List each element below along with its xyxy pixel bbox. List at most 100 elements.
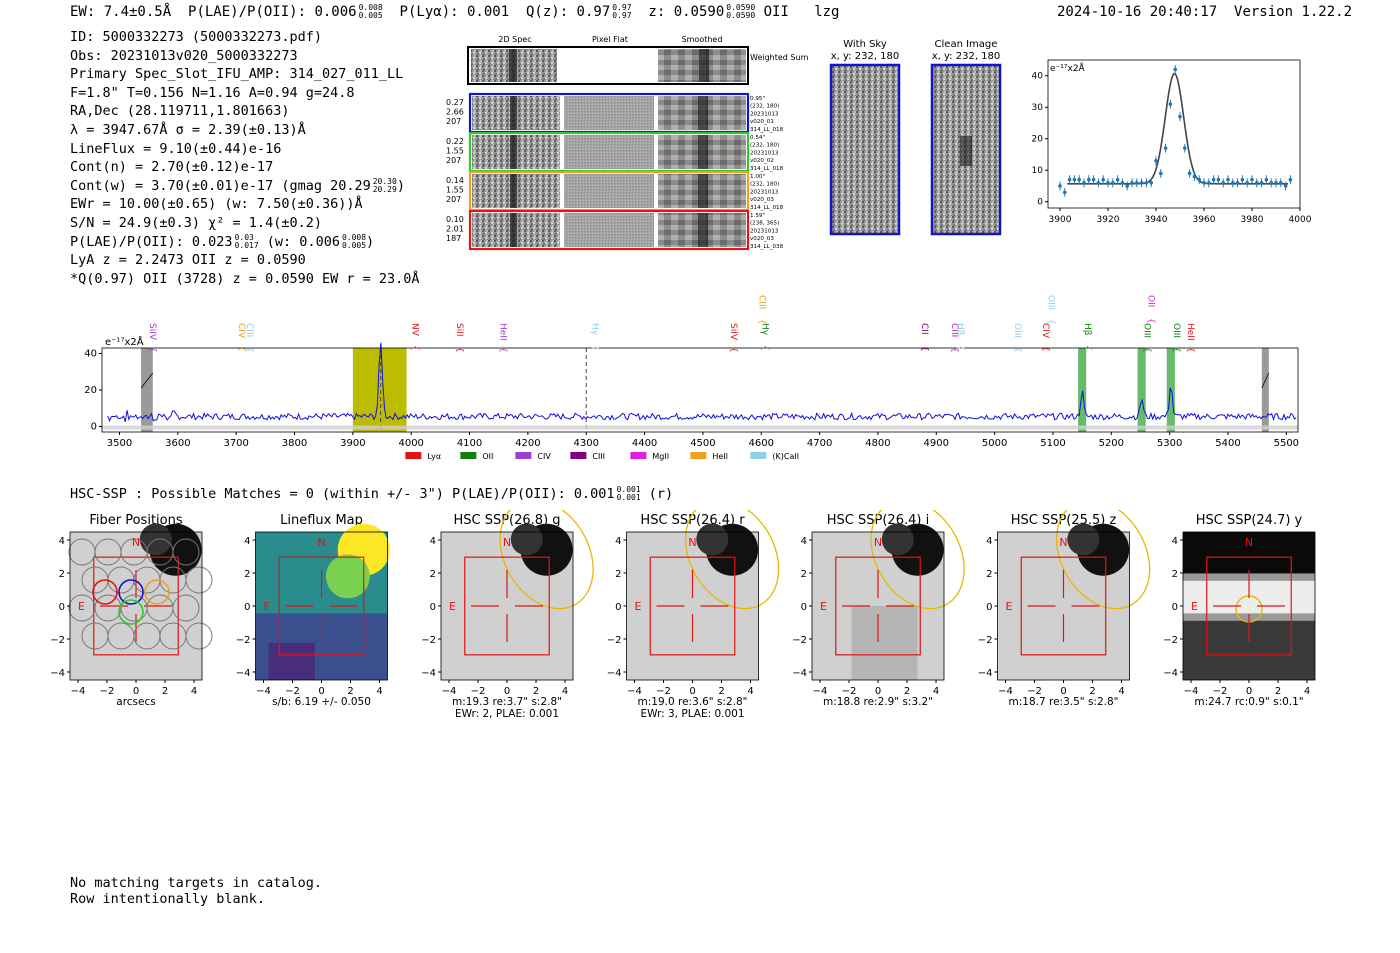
cutout-xtick-label: 0	[504, 686, 510, 697]
sky-clean-panel: With Sky x, y: 232, 180 Clean Image x, y…	[829, 39, 1002, 236]
info-lineflux: LineFlux = 9.10(±0.44)e-16	[70, 140, 282, 157]
east-label: E	[1006, 600, 1013, 613]
info-lya: LyA z = 2.2473 OII z = 0.0590	[70, 252, 306, 269]
spectrum-line-bracket: {	[760, 345, 770, 351]
fit-point	[1255, 181, 1259, 185]
cutout-xtick-label: −2	[100, 686, 115, 697]
spec-row-flat	[564, 174, 654, 208]
spec-row-flat	[564, 213, 654, 247]
spec-row-smooth-line	[698, 213, 708, 247]
fit-xtick-label: 3920	[1097, 215, 1120, 225]
fit-unit-label: e⁻¹⁷x2Å	[1050, 62, 1086, 74]
col-header-pixelflat: Pixel Flat	[592, 35, 628, 44]
legend-swatch	[690, 452, 707, 459]
fit-point	[1087, 177, 1091, 182]
cutout-xtick-label: −4	[627, 686, 642, 697]
cutout-ytick-label: 4	[430, 536, 436, 547]
cutout-ytick-label: 4	[615, 536, 621, 547]
fit-point	[1178, 114, 1182, 119]
clean-image-label: Clean Image	[935, 39, 998, 50]
fit-point	[1154, 158, 1158, 163]
east-label: E	[264, 600, 271, 613]
spectrum-line-bracket: {	[454, 347, 464, 353]
aperture-box	[1020, 556, 1107, 656]
fit-point	[1072, 177, 1077, 182]
fit-point	[1149, 181, 1153, 185]
cutout-xtick-label: 2	[1275, 686, 1281, 697]
spectrum-line-bracket: {	[498, 347, 508, 353]
fit-point	[1111, 181, 1115, 185]
spectrum-line-label: OIII	[1171, 323, 1181, 338]
legend-swatch	[515, 452, 532, 459]
line-fit-plot: e⁻¹⁷x2Å 3900 3920 3940 3960 3980 4000 0 10 20 30 40	[1032, 59, 1312, 225]
spectrum-line-label: Hγ	[760, 323, 770, 336]
spectrum-xtick-label: 4000	[398, 438, 423, 449]
spectrum-xtick-label: 4600	[749, 438, 774, 449]
cutout-ytick-label: 0	[986, 602, 992, 613]
weighted-sum-smooth-core	[699, 49, 709, 82]
fit-point	[1187, 171, 1192, 176]
spectrum-xtick-label: 5400	[1215, 438, 1240, 449]
legend-label: MgII	[652, 452, 669, 461]
cutout-xtick-label: 4	[191, 686, 197, 697]
spectrum-xtick-label: 4500	[690, 438, 715, 449]
spectrum-line-label: CIV	[1040, 323, 1050, 339]
spec-row-meta: 314_LL_018	[750, 205, 784, 211]
fit-model-curve	[1067, 72, 1288, 185]
spec-row-line	[510, 135, 517, 169]
plae-header-hi: 0.008	[358, 3, 383, 12]
fit-point	[1207, 181, 1211, 185]
info-plae-hi: 0.03	[234, 232, 254, 242]
aperture-box	[835, 556, 921, 656]
spec-row-stat: 0.22	[446, 137, 464, 146]
fit-point	[1159, 171, 1163, 176]
fiber-circle	[172, 594, 200, 622]
spectrum-line-bracket: {	[1185, 347, 1195, 353]
spectrum-line-bracket: {	[244, 347, 254, 353]
fit-point	[1274, 181, 1278, 185]
spec-row-meta: (232, 180)	[750, 104, 779, 110]
spec-row-meta: 20231013	[750, 150, 779, 156]
cutout-caption: m:18.7 re:3.5" s:2.8"	[1009, 696, 1119, 708]
spec-row-meta: 20231013	[750, 189, 779, 195]
fit-point	[1192, 174, 1197, 179]
cutout-ytick-label: 2	[986, 569, 992, 580]
fit-point	[1240, 177, 1245, 182]
spectrum-line-label: HeII	[1185, 323, 1195, 341]
fiber-highlight	[144, 579, 170, 605]
spec-row-smooth-line	[698, 96, 708, 130]
cutout-caption: s/b: 6.19 +/- 0.050	[272, 696, 371, 708]
fit-point	[1135, 181, 1139, 185]
summary-header: EW: 7.4±0.5Å P(LAE)/P(OII): 0.006 0.008 0.…	[70, 3, 840, 21]
fit-point	[1063, 190, 1067, 195]
cutout-xtick-label: 2	[162, 686, 168, 697]
east-label: E	[1191, 600, 1198, 613]
lineflux-high	[325, 554, 370, 599]
hsc-summary-band: (r)	[648, 486, 674, 502]
spectrum-line-label: Hβ	[955, 323, 965, 336]
cutout-xtick-label: −2	[656, 686, 671, 697]
cutout-xtick-label: −2	[1027, 686, 1042, 697]
with-sky-xy: x, y: 232, 180	[831, 51, 900, 62]
legend-swatch	[460, 452, 477, 459]
cutout-caption: m:19.3 re:3.7" s:2.8"	[452, 696, 562, 708]
version: Version 1.22.2	[1234, 4, 1353, 20]
spectrum-line-label: CIII	[757, 295, 767, 309]
spec-row-stat: 1.55	[446, 147, 464, 156]
spectrum-ytick-label: 0	[91, 422, 97, 433]
spectrum-xtick-label: 3500	[107, 438, 132, 449]
cutout-xtick-label: 4	[562, 686, 568, 697]
info-sn: S/N = 24.9(±0.3) χ² = 1.4(±0.2)	[70, 214, 322, 231]
cutout-ytick-label: 0	[1172, 602, 1178, 613]
fit-xtick-label: 3960	[1193, 215, 1216, 225]
cutout-ytick-label: −2	[1163, 635, 1178, 646]
weighted-sum-core	[509, 49, 517, 82]
fit-point	[1120, 181, 1125, 185]
spectrum-xtick-label: 4900	[924, 438, 949, 449]
cutout-ytick-label: 2	[244, 569, 250, 580]
fit-point	[1283, 184, 1288, 188]
spectrum-line-bracket: {	[147, 347, 157, 353]
